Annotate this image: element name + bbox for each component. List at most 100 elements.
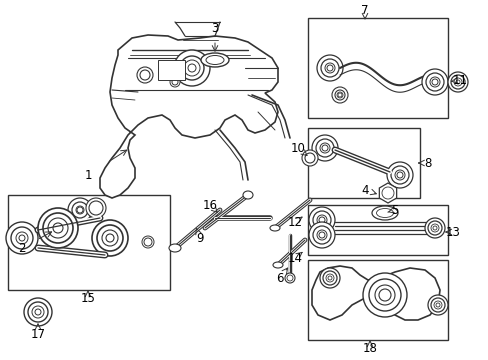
Ellipse shape bbox=[316, 55, 342, 81]
Ellipse shape bbox=[327, 276, 331, 280]
Ellipse shape bbox=[272, 262, 283, 268]
Polygon shape bbox=[311, 266, 439, 320]
Ellipse shape bbox=[169, 244, 181, 252]
Ellipse shape bbox=[312, 226, 330, 244]
Bar bbox=[307, 205, 447, 255]
Ellipse shape bbox=[325, 63, 334, 73]
Ellipse shape bbox=[106, 234, 114, 242]
Ellipse shape bbox=[394, 170, 404, 180]
Ellipse shape bbox=[316, 230, 326, 240]
Text: 15: 15 bbox=[81, 292, 95, 305]
Ellipse shape bbox=[102, 230, 118, 246]
Ellipse shape bbox=[315, 139, 333, 157]
Ellipse shape bbox=[447, 72, 467, 92]
Text: 18: 18 bbox=[362, 342, 377, 355]
Ellipse shape bbox=[308, 207, 334, 233]
Ellipse shape bbox=[427, 295, 447, 315]
Ellipse shape bbox=[319, 143, 329, 153]
Ellipse shape bbox=[68, 198, 92, 222]
Polygon shape bbox=[100, 35, 278, 198]
Text: 3: 3 bbox=[211, 22, 218, 35]
Ellipse shape bbox=[305, 153, 314, 163]
Ellipse shape bbox=[319, 268, 339, 288]
Ellipse shape bbox=[378, 289, 390, 301]
Ellipse shape bbox=[433, 301, 441, 309]
Ellipse shape bbox=[174, 50, 209, 86]
Ellipse shape bbox=[269, 225, 280, 231]
Text: 4: 4 bbox=[361, 184, 368, 197]
Ellipse shape bbox=[92, 220, 128, 256]
Text: 8: 8 bbox=[424, 157, 431, 170]
Ellipse shape bbox=[427, 221, 441, 235]
Ellipse shape bbox=[455, 80, 459, 84]
Ellipse shape bbox=[170, 77, 180, 87]
Ellipse shape bbox=[302, 150, 317, 166]
Ellipse shape bbox=[140, 70, 150, 80]
Ellipse shape bbox=[316, 215, 326, 225]
Ellipse shape bbox=[321, 145, 327, 151]
Text: 12: 12 bbox=[287, 216, 302, 229]
Ellipse shape bbox=[318, 232, 325, 238]
Ellipse shape bbox=[35, 309, 41, 315]
Ellipse shape bbox=[308, 222, 334, 248]
Ellipse shape bbox=[285, 273, 294, 283]
Bar bbox=[307, 128, 419, 198]
Bar bbox=[307, 18, 447, 118]
Ellipse shape bbox=[53, 223, 63, 233]
Ellipse shape bbox=[336, 92, 342, 98]
Ellipse shape bbox=[143, 238, 152, 246]
Polygon shape bbox=[379, 183, 396, 203]
Ellipse shape bbox=[453, 78, 461, 86]
Text: 9: 9 bbox=[196, 231, 203, 244]
Ellipse shape bbox=[331, 87, 347, 103]
Ellipse shape bbox=[368, 279, 400, 311]
Ellipse shape bbox=[318, 217, 325, 223]
Ellipse shape bbox=[435, 303, 439, 307]
Ellipse shape bbox=[337, 93, 341, 97]
Ellipse shape bbox=[142, 236, 154, 248]
Ellipse shape bbox=[371, 206, 397, 220]
Ellipse shape bbox=[381, 187, 393, 199]
Ellipse shape bbox=[429, 77, 439, 87]
Ellipse shape bbox=[312, 211, 330, 229]
Ellipse shape bbox=[320, 59, 338, 77]
Ellipse shape bbox=[421, 69, 447, 95]
Text: 6: 6 bbox=[276, 271, 283, 284]
Ellipse shape bbox=[326, 65, 332, 71]
Ellipse shape bbox=[431, 79, 437, 85]
Ellipse shape bbox=[432, 226, 436, 230]
Ellipse shape bbox=[311, 135, 337, 161]
Ellipse shape bbox=[89, 201, 103, 215]
Ellipse shape bbox=[396, 172, 402, 178]
Text: 7: 7 bbox=[361, 4, 368, 17]
Ellipse shape bbox=[334, 90, 345, 100]
Ellipse shape bbox=[180, 56, 203, 80]
Text: 17: 17 bbox=[30, 328, 45, 342]
Ellipse shape bbox=[424, 218, 444, 238]
Ellipse shape bbox=[450, 75, 464, 89]
Ellipse shape bbox=[76, 206, 84, 214]
Ellipse shape bbox=[43, 213, 73, 243]
Ellipse shape bbox=[28, 302, 48, 322]
Ellipse shape bbox=[6, 222, 38, 254]
Ellipse shape bbox=[323, 271, 336, 285]
Ellipse shape bbox=[430, 298, 444, 312]
Ellipse shape bbox=[286, 275, 292, 281]
Text: 1: 1 bbox=[84, 168, 92, 181]
Text: 14: 14 bbox=[287, 252, 302, 265]
Text: 2: 2 bbox=[18, 242, 26, 255]
Ellipse shape bbox=[172, 79, 178, 85]
Ellipse shape bbox=[187, 64, 196, 72]
Ellipse shape bbox=[390, 166, 408, 184]
Ellipse shape bbox=[183, 60, 200, 76]
Ellipse shape bbox=[374, 285, 394, 305]
Ellipse shape bbox=[137, 67, 153, 83]
Bar bbox=[307, 260, 447, 340]
Text: 5: 5 bbox=[390, 203, 398, 216]
Ellipse shape bbox=[325, 274, 333, 282]
Ellipse shape bbox=[386, 162, 412, 188]
Ellipse shape bbox=[97, 225, 123, 251]
Ellipse shape bbox=[77, 207, 83, 213]
Text: 16: 16 bbox=[202, 198, 217, 212]
Text: 13: 13 bbox=[445, 225, 460, 239]
